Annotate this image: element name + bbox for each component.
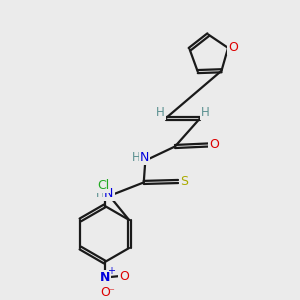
- Text: ⁻: ⁻: [108, 287, 114, 297]
- Text: H: H: [156, 106, 165, 119]
- Text: O: O: [209, 138, 219, 152]
- Text: N: N: [140, 151, 149, 164]
- Text: N: N: [104, 187, 113, 200]
- Text: O: O: [228, 41, 238, 54]
- Text: H: H: [132, 151, 141, 164]
- Text: H: H: [96, 187, 105, 200]
- Text: +: +: [107, 266, 115, 276]
- Text: S: S: [180, 175, 188, 188]
- Text: O: O: [119, 270, 129, 283]
- Text: O: O: [100, 286, 110, 299]
- Text: H: H: [201, 106, 209, 119]
- Text: Cl: Cl: [97, 179, 110, 192]
- Text: N: N: [100, 271, 110, 284]
